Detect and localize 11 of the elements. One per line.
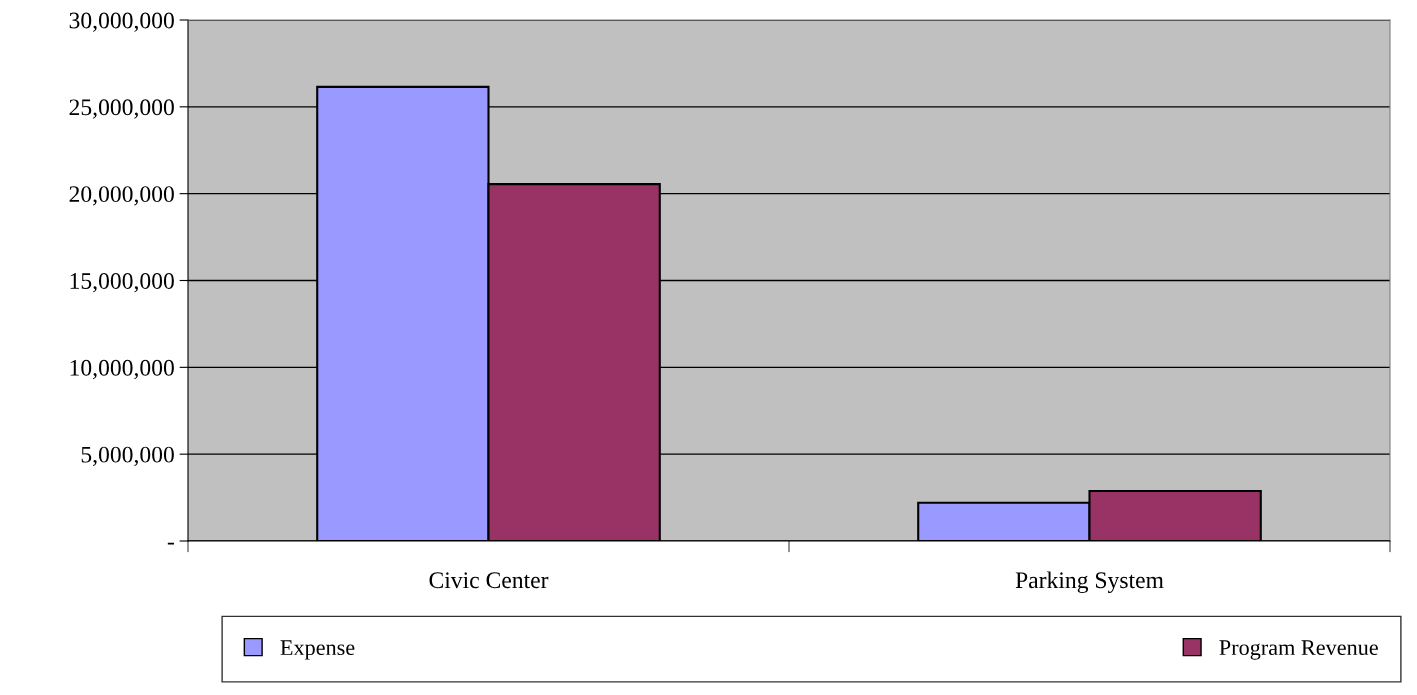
y-tick-label: 25,000,000 [69, 99, 174, 119]
y-tick-label: - [167, 542, 174, 545]
y-tick-label: 10,000,000 [70, 359, 174, 380]
y-tick-label: 20,000,000 [69, 186, 174, 206]
y-tick-label: 5,000,000 [81, 446, 174, 466]
x-tick-label: Civic Center [429, 572, 549, 589]
y-tick-label: 15,000,000 [70, 272, 174, 293]
legend-label: Program Revenue [1219, 640, 1378, 660]
legend-label: Expense [280, 640, 355, 660]
y-tick-label: 30,000,000 [69, 12, 174, 32]
x-tick-label: Parking System [1015, 571, 1164, 594]
